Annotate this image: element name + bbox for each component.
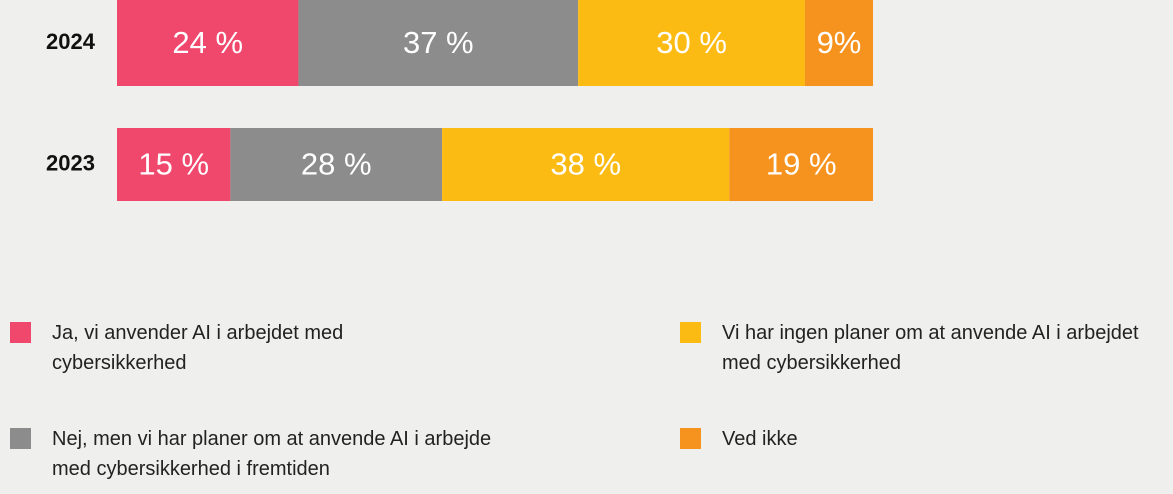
- category-label: 2023: [46, 150, 95, 175]
- legend-item: Ja, vi anvender AI i arbejdet med cybers…: [10, 318, 402, 378]
- legend-swatch: [10, 428, 31, 449]
- value-label: 15 %: [138, 147, 209, 182]
- legend-swatch: [10, 322, 31, 343]
- legend-item: Nej, men vi har planer om at anvende AI …: [10, 424, 512, 484]
- value-label: 24 %: [172, 25, 243, 60]
- bar-segment: [729, 128, 873, 201]
- legend-label: Ja, vi anvender AI i arbejdet med cybers…: [52, 322, 344, 374]
- legend-label: Ved ikke: [722, 428, 798, 450]
- category-label: 2024: [46, 29, 96, 54]
- bar-segment: [298, 0, 579, 86]
- value-label: 38 %: [550, 147, 621, 182]
- bar-segment: [230, 128, 443, 201]
- legend-item: Vi har ingen planer om at anvende AI i a…: [680, 318, 1173, 378]
- value-label: 9%: [817, 25, 862, 60]
- chart: 2024 24 % 37 % 30 % 9% 2023 15 % 28 % 38 % 19 %: [46, 0, 873, 201]
- legend-swatch: [680, 322, 701, 343]
- value-label: 30 %: [656, 25, 727, 60]
- bar-segment: [117, 0, 299, 86]
- bar-segment: [804, 0, 873, 86]
- legend-label: Nej, men vi har planer om at anvende AI …: [52, 428, 492, 480]
- bar-segment: [117, 128, 231, 201]
- bar-segment: [442, 128, 730, 201]
- value-label: 28 %: [301, 147, 372, 182]
- legend-item: Ved ikke: [680, 424, 1173, 454]
- bar-segment: [578, 0, 805, 86]
- value-label: 37 %: [403, 25, 474, 60]
- legend-swatch: [680, 428, 701, 449]
- value-label: 19 %: [766, 147, 837, 182]
- legend-label: Vi har ingen planer om at anvende AI i a…: [722, 322, 1139, 374]
